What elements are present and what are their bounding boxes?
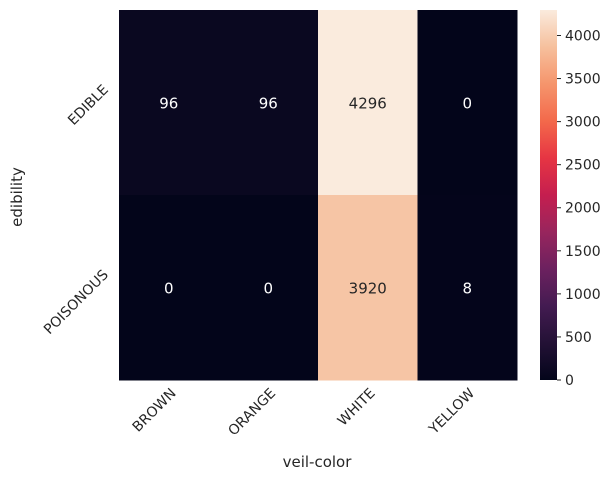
x-tick-label: BROWN bbox=[130, 386, 180, 436]
heatmap-cells bbox=[119, 10, 518, 381]
cell-annotation: 8 bbox=[462, 280, 472, 298]
colorbar-tick-label: 2500 bbox=[565, 158, 601, 174]
cell-annotation: 0 bbox=[462, 95, 472, 113]
y-tick-label: EDIBLE bbox=[65, 82, 112, 129]
cell-annotations: 96 96 4296 0 0 0 3920 8 bbox=[159, 95, 472, 298]
heatmap-cell bbox=[218, 195, 319, 381]
colorbar-tick-label: 3500 bbox=[565, 72, 601, 88]
heatmap-cell bbox=[318, 195, 418, 381]
heatmap-cell bbox=[417, 10, 518, 196]
x-tick-label: YELLOW bbox=[425, 385, 478, 438]
y-tick-label: POISONOUS bbox=[41, 267, 112, 338]
cell-annotation: 3920 bbox=[349, 280, 387, 298]
colorbar-tick-label: 3000 bbox=[565, 115, 601, 131]
cell-annotation: 0 bbox=[164, 280, 174, 298]
cell-annotation: 4296 bbox=[349, 95, 387, 113]
colorbar-tick-label: 1000 bbox=[565, 287, 601, 303]
heatmap-cell bbox=[218, 10, 319, 196]
colorbar bbox=[540, 10, 557, 380]
colorbar-tick-label: 500 bbox=[565, 330, 592, 346]
colorbar-tick-label: 0 bbox=[565, 373, 574, 389]
x-tick-label: ORANGE bbox=[225, 386, 279, 440]
heatmap-cell bbox=[119, 195, 219, 381]
colorbar-ticks: 0 500 1000 1500 2000 2500 3000 3500 4000 bbox=[557, 28, 601, 389]
heatmap-cell bbox=[417, 195, 518, 381]
cell-annotation: 0 bbox=[263, 280, 273, 298]
y-axis-label: edibility bbox=[8, 167, 26, 227]
heatmap-cell bbox=[119, 10, 219, 196]
colorbar-tick-label: 2000 bbox=[565, 201, 601, 217]
colorbar-tick-label: 4000 bbox=[565, 28, 601, 44]
x-tick-label: WHITE bbox=[335, 386, 379, 430]
x-tick-labels: BROWN ORANGE WHITE YELLOW bbox=[130, 385, 479, 439]
heatmap-cell bbox=[318, 10, 418, 196]
y-tick-labels: EDIBLE POISONOUS bbox=[41, 82, 112, 338]
x-axis-label: veil-color bbox=[283, 453, 353, 471]
cell-annotation: 96 bbox=[159, 95, 178, 113]
cell-annotation: 96 bbox=[259, 95, 278, 113]
colorbar-tick-label: 1500 bbox=[565, 244, 601, 260]
